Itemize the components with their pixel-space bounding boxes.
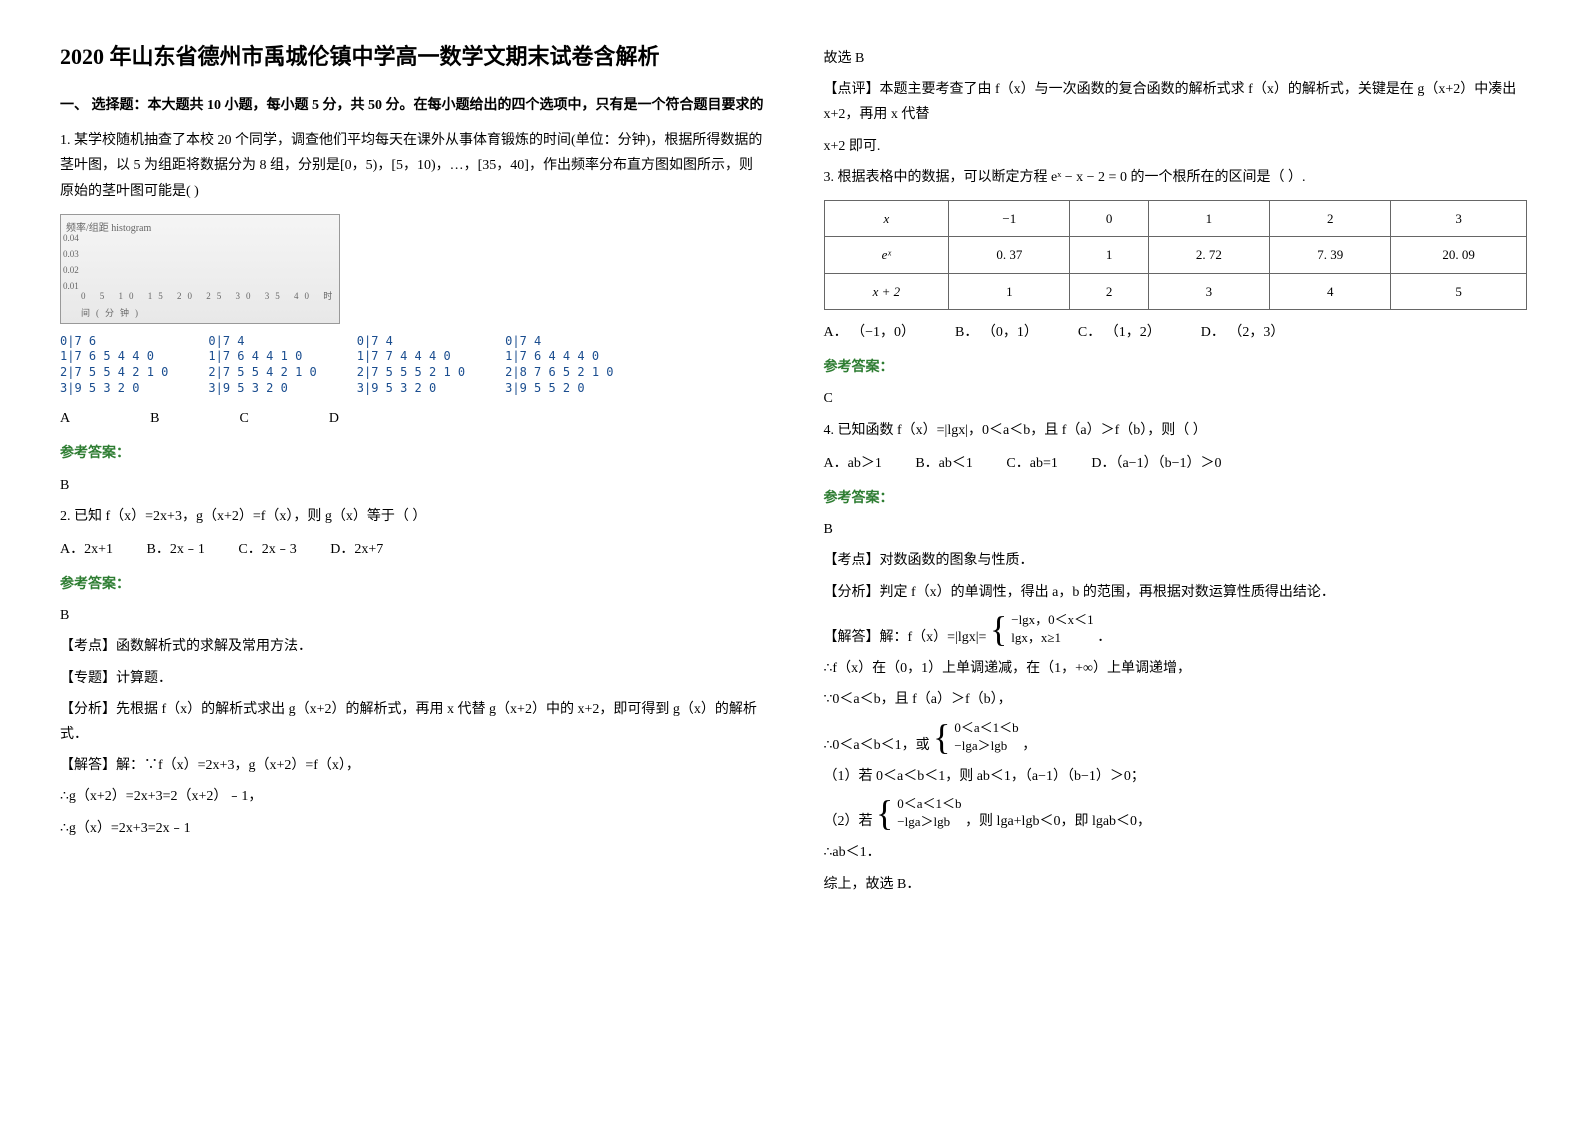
q4-opt-b: B．ab＜1 [915, 456, 973, 471]
q4-opt-a: A．ab＞1 [824, 456, 882, 471]
q4-line-4: ∴ab＜1． [824, 840, 1528, 865]
x-axis-labels: 0 5 10 15 20 25 30 35 40 时间(分钟) [81, 288, 339, 320]
q4-c2b: −lga＞lgb [897, 813, 961, 831]
q3-opt-a: A． （−1，0） [824, 320, 916, 345]
y-003: 0.03 [63, 246, 79, 262]
q4-answer-label: 参考答案： [824, 486, 1528, 511]
q4-stem: 4. 已知函数 f（x）=|lgx|，0＜a＜b，且 f（a）＞f（b），则（ … [824, 418, 1528, 443]
q3-opt-b: B． （0，1） [955, 320, 1038, 345]
q4-jieda-pre: 【解答】解：f（x）=|lgx|= [824, 630, 987, 645]
q3-answer-label: 参考答案： [824, 355, 1528, 380]
q3-answer: C [824, 386, 1528, 411]
q3-h-4: 2 [1270, 200, 1391, 236]
q3-table: x −1 0 1 2 3 eˣ 0. 37 1 2. 72 7. 39 20. … [824, 200, 1528, 310]
q2-answer-label: 参考答案： [60, 572, 764, 597]
stemleaf-a: 0|7 6 1|7 6 5 4 4 0 2|7 5 5 4 2 1 0 3|9 … [60, 334, 168, 396]
q3-r2-0: x + 2 [824, 273, 949, 309]
q4-c2a: 0＜a＜1＜b [897, 795, 961, 813]
stemleaf-b: 0|7 4 1|7 6 4 4 1 0 2|7 5 5 4 2 1 0 3|9 … [208, 334, 316, 396]
q2-opt-c: C．2x﹣3 [238, 542, 296, 557]
q4-c2-suf: ，则 lga+lgb＜0，即 lgab＜0， [965, 814, 1151, 829]
q2-jieda-1: 【解答】解：∵f（x）=2x+3，g（x+2）=f（x）， [60, 753, 764, 778]
q2-kaodian: 【考点】函数解析式的求解及常用方法． [60, 634, 764, 659]
q3-h-2: 0 [1070, 200, 1148, 236]
q2-fenxi: 【分析】先根据 f（x）的解析式求出 g（x+2）的解析式，再用 x 代替 g（… [60, 697, 764, 747]
q2-stem: 2. 已知 f（x）=2x+3，g（x+2）=f（x），则 g（x）等于（ ） [60, 504, 764, 529]
period: ． [1097, 630, 1111, 645]
q4-piece-2: lgx，x≥1 [1011, 629, 1093, 647]
brace-icon-2: { [933, 719, 950, 755]
page-title: 2020 年山东省德州市禹城伦镇中学高一数学文期末试卷含解析 [60, 40, 764, 73]
q3-h-1: −1 [949, 200, 1070, 236]
q4-line-1: ∴f（x）在（0，1）上单调递减，在（1，+∞）上单调递增， [824, 656, 1528, 681]
q3-stem: 3. 根据表格中的数据，可以断定方程 eˣ − x − 2 = 0 的一个根所在… [824, 165, 1528, 190]
stemleaf-c: 0|7 4 1|7 7 4 4 4 0 2|7 5 5 5 2 1 0 3|9 … [357, 334, 465, 396]
q4-l3-pre: ∴0＜a＜b＜1，或 [824, 738, 930, 753]
stemleaf-d: 0|7 4 1|7 6 4 4 4 0 2|8 7 6 5 2 1 0 3|9 … [505, 334, 613, 396]
q4-kaodian: 【考点】对数函数的图象与性质． [824, 548, 1528, 573]
q4-b2: −lga＞lgb [954, 737, 1018, 755]
q4-opt-c: C．ab=1 [1006, 456, 1057, 471]
q3-r2-5: 5 [1391, 273, 1527, 309]
q4-fenxi: 【分析】判定 f（x）的单调性，得出 a，b 的范围，再根据对数运算性质得出结论… [824, 580, 1528, 605]
q3-h-5: 3 [1391, 200, 1527, 236]
q2-choose: 故选 B [824, 46, 1528, 71]
q1-stemleaf-options: 0|7 6 1|7 6 5 4 4 0 2|7 5 5 4 2 1 0 3|9 … [60, 334, 764, 396]
q3-opt-d: D． （2，3） [1201, 320, 1285, 345]
q1-opt-b: B [150, 406, 159, 431]
q1-histogram: 0.04 0.03 0.02 0.01 0 5 10 15 20 25 30 3… [60, 214, 340, 324]
q3-r1-4: 7. 39 [1270, 237, 1391, 273]
q2-zhuanti: 【专题】计算题． [60, 666, 764, 691]
q2-jieda-2: ∴g（x+2）=2x+3=2（x+2）﹣1， [60, 784, 764, 809]
q3-r2-3: 3 [1148, 273, 1269, 309]
q4-b1: 0＜a＜1＜b [954, 719, 1018, 737]
q2-opt-a: A．2x+1 [60, 542, 113, 557]
q3-h-0: x [824, 200, 949, 236]
q4-opt-d: D．（a−1）（b−1）＞0 [1091, 456, 1221, 471]
section-1-title: 一、 选择题：本大题共 10 小题，每小题 5 分，共 50 分。在每小题给出的… [60, 93, 764, 118]
y-004: 0.04 [63, 230, 79, 246]
q2-answer: B [60, 603, 764, 628]
q1-opt-c: C [239, 406, 248, 431]
y-002: 0.02 [63, 262, 79, 278]
q1-answer: B [60, 473, 764, 498]
q4-piece-1: −lgx，0＜x＜1 [1011, 611, 1093, 629]
q3-opt-c: C． （1，2） [1078, 320, 1161, 345]
q4-line-2: ∵0＜a＜b，且 f（a）＞f（b）， [824, 687, 1528, 712]
q4-c2-pre: （2）若 [824, 814, 873, 829]
q3-r1-2: 1 [1070, 237, 1148, 273]
q4-l3-suf: ， [1022, 738, 1036, 753]
q3-r2-2: 2 [1070, 273, 1148, 309]
q3-r1-3: 2. 72 [1148, 237, 1269, 273]
q3-r2-1: 1 [949, 273, 1070, 309]
brace-icon-3: { [876, 795, 893, 831]
q2-dianping-2: x+2 即可. [824, 134, 1528, 159]
q2-opt-b: B．2x﹣1 [147, 542, 205, 557]
q2-opt-d: D．2x+7 [330, 542, 383, 557]
q4-line-5: 综上，故选 B． [824, 872, 1528, 897]
q1-opt-d: D [329, 406, 339, 431]
q4-case-1: （1）若 0＜a＜b＜1，则 ab＜1，（a−1）（b−1）＞0； [824, 764, 1528, 789]
q3-r1-0: eˣ [824, 237, 949, 273]
y-001: 0.01 [63, 278, 79, 294]
q1-answer-label: 参考答案： [60, 441, 764, 466]
q3-r1-5: 20. 09 [1391, 237, 1527, 273]
q1-stem: 1. 某学校随机抽查了本校 20 个同学，调查他们平均每天在课外从事体育锻炼的时… [60, 128, 764, 204]
brace-icon: { [990, 611, 1007, 647]
q3-r1-1: 0. 37 [949, 237, 1070, 273]
q2-dianping: 【点评】本题主要考查了由 f（x）与一次函数的复合函数的解析式求 f（x）的解析… [824, 77, 1528, 127]
q2-jieda-3: ∴g（x）=2x+3=2x﹣1 [60, 816, 764, 841]
q4-answer: B [824, 517, 1528, 542]
q1-opt-a: A [60, 406, 70, 431]
q3-r2-4: 4 [1270, 273, 1391, 309]
q3-h-3: 1 [1148, 200, 1269, 236]
